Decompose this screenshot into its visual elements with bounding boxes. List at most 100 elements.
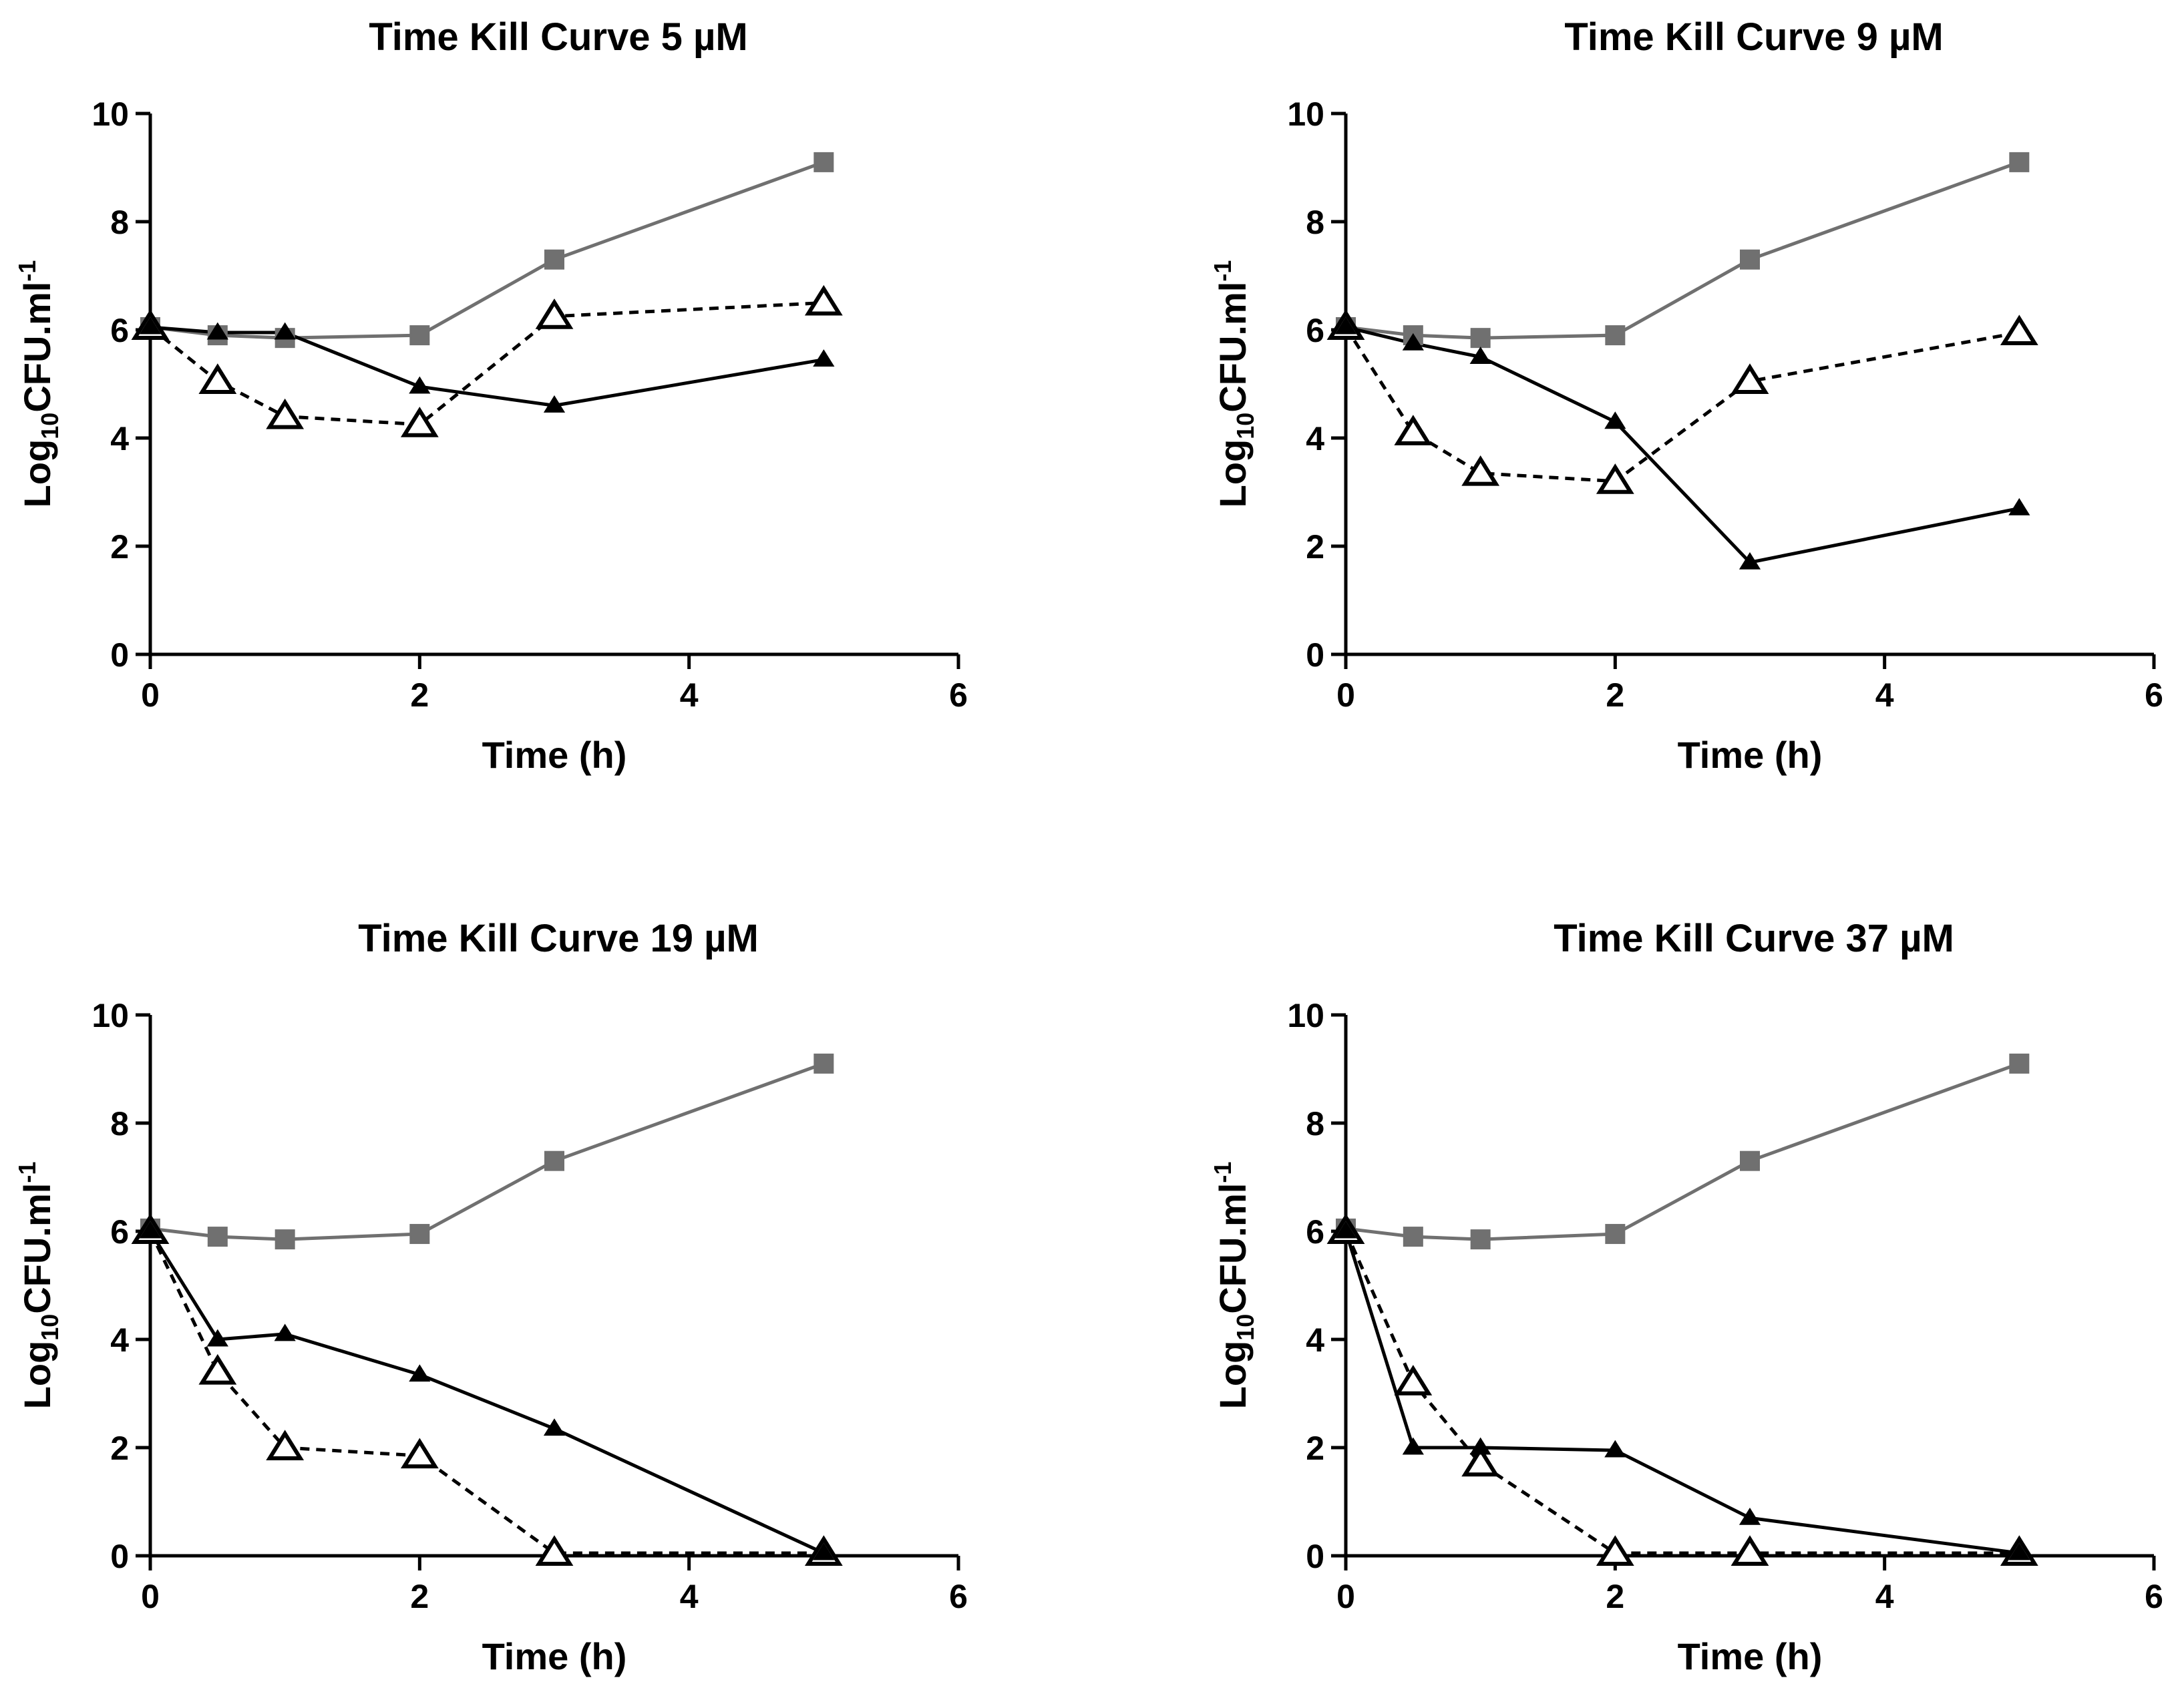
data-point-filled-triangle	[1604, 1440, 1626, 1458]
data-point-open-triangle	[804, 284, 843, 316]
data-point-square	[544, 1150, 564, 1171]
data-point-open-triangle	[1596, 1535, 1634, 1566]
data-point-filled-triangle	[1469, 1437, 1491, 1455]
data-point-open-triangle	[535, 1535, 574, 1566]
data-point-filled-triangle	[409, 1364, 431, 1382]
y-tick-label: 4	[1306, 420, 1324, 457]
chart-panel-9um: Time Kill Curve 9 µM Time (h) Log10CFU.m…	[1209, 15, 2163, 776]
chart-title: Time Kill Curve 37 µM	[1554, 917, 1954, 960]
data-point-open-triangle	[1394, 415, 1433, 445]
y-tick-label: 10	[92, 95, 129, 133]
y-tick-label: 2	[1306, 1430, 1324, 1467]
data-point-square	[409, 325, 430, 346]
y-tick-label: 4	[110, 1321, 129, 1359]
data-point-square	[1470, 328, 1491, 349]
series-line-open-triangle	[148, 1230, 824, 1555]
y-axis-title-sub: 10	[36, 413, 63, 439]
data-point-filled-triangle	[2008, 497, 2030, 515]
data-point-square	[1740, 1150, 1760, 1171]
data-point-square	[275, 1229, 295, 1250]
y-tick-label: 10	[92, 997, 129, 1034]
x-tick-label: 4	[1875, 1578, 1894, 1615]
y-axis-title-main: CFU.ml	[16, 1183, 58, 1314]
y-tick-label: 2	[110, 1430, 129, 1467]
data-point-open-triangle	[1461, 455, 1500, 486]
data-point-filled-triangle	[813, 1542, 835, 1560]
x-tick-label: 4	[680, 676, 699, 714]
y-axis-title-base: Log	[16, 1341, 58, 1410]
y-axis-title-sup: -1	[13, 260, 41, 282]
data-point-filled-triangle	[274, 322, 296, 340]
data-point-filled-triangle	[206, 1329, 228, 1347]
data-point-open-triangle	[400, 407, 439, 437]
data-point-open-triangle	[400, 1438, 439, 1469]
series-line-control	[1345, 1062, 2020, 1241]
x-tick-label: 0	[1336, 676, 1355, 714]
data-point-filled-triangle	[1739, 552, 1761, 570]
data-point-filled-triangle	[1469, 347, 1491, 364]
y-tick-label: 8	[1306, 1105, 1324, 1142]
x-axis-title: Time (h)	[482, 1635, 627, 1677]
x-tick-label: 0	[141, 1578, 160, 1615]
data-point-square	[207, 1227, 228, 1247]
data-point-filled-triangle	[1604, 411, 1626, 429]
y-tick-label: 2	[110, 528, 129, 566]
data-point-filled-triangle	[543, 1418, 566, 1436]
y-axis-title-base: Log	[1212, 439, 1254, 508]
y-tick-label: 0	[1306, 636, 1324, 674]
y-tick-label: 8	[110, 1105, 129, 1142]
data-point-open-triangle	[1731, 1535, 1769, 1566]
data-point-open-triangle	[2000, 314, 2038, 346]
y-axis-title-sub: 10	[36, 1314, 63, 1341]
x-axis-title: Time (h)	[482, 734, 627, 776]
data-point-square	[1740, 249, 1760, 270]
data-point-open-triangle	[1731, 363, 1769, 394]
y-tick-label: 6	[1306, 1213, 1324, 1251]
x-tick-label: 6	[2145, 676, 2163, 714]
y-tick-label: 4	[110, 420, 129, 457]
data-point-square	[1403, 1227, 1423, 1247]
data-point-open-triangle	[198, 363, 237, 394]
data-point-filled-triangle	[206, 322, 228, 340]
series-line-open-triangle	[1344, 326, 2020, 483]
data-point-filled-triangle	[1402, 1437, 1424, 1455]
x-axis-title: Time (h)	[1678, 1635, 1823, 1677]
data-point-filled-triangle	[813, 349, 835, 367]
y-tick-label: 10	[1287, 997, 1324, 1034]
series-line-filled-triangle	[150, 325, 824, 407]
series-line-control	[150, 1062, 825, 1241]
series-line-control	[150, 160, 825, 340]
y-tick-label: 10	[1287, 95, 1324, 133]
y-axis-title: Log10CFU.ml-1	[13, 1162, 63, 1410]
y-axis-title-sup: -1	[1209, 260, 1236, 282]
data-point-open-triangle	[535, 298, 574, 329]
x-tick-label: 2	[1606, 676, 1624, 714]
data-point-square	[1605, 325, 1626, 346]
y-axis-title: Log10CFU.ml-1	[13, 260, 63, 508]
data-point-square	[544, 249, 564, 270]
series-line-filled-triangle	[1345, 325, 2020, 564]
data-point-filled-triangle	[274, 1323, 296, 1341]
data-point-filled-triangle	[2008, 1542, 2030, 1560]
y-axis-title: Log10CFU.ml-1	[1209, 1162, 1259, 1410]
data-point-open-triangle	[1596, 463, 1634, 494]
data-point-square	[2009, 152, 2030, 172]
data-point-filled-triangle	[1739, 1507, 1761, 1525]
data-point-open-triangle	[198, 1353, 237, 1385]
x-tick-label: 0	[141, 676, 160, 714]
data-point-square	[1470, 1229, 1491, 1250]
y-axis-title-base: Log	[16, 439, 58, 508]
y-axis-title-base: Log	[1212, 1341, 1254, 1410]
x-tick-label: 6	[949, 1578, 968, 1615]
y-axis-title-main: CFU.ml	[1212, 1183, 1254, 1314]
y-tick-label: 2	[1306, 528, 1324, 566]
x-tick-label: 6	[949, 676, 968, 714]
chart-title: Time Kill Curve 19 µM	[358, 917, 759, 960]
chart-panel-5um: Time Kill Curve 5 µM Time (h) Log10CFU.m…	[13, 15, 968, 776]
y-tick-label: 4	[1306, 1321, 1324, 1359]
y-tick-label: 0	[1306, 1538, 1324, 1575]
x-tick-label: 4	[680, 1578, 699, 1615]
series-line-open-triangle	[149, 301, 824, 427]
y-axis-title: Log10CFU.ml-1	[1209, 260, 1259, 508]
